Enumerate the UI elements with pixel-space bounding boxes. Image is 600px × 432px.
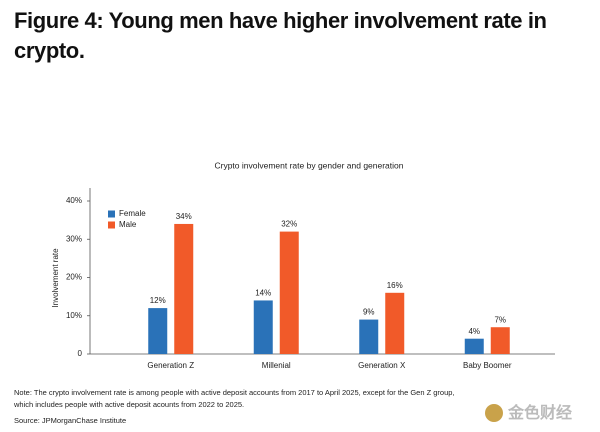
bar xyxy=(359,319,379,354)
x-tick-label: Millenial xyxy=(262,361,291,370)
bar xyxy=(174,223,194,354)
value-label: 14% xyxy=(255,289,271,298)
bar xyxy=(464,338,484,354)
y-tick-label: 10% xyxy=(66,311,82,320)
bar xyxy=(253,300,273,354)
watermark: 金色财经 xyxy=(507,403,572,422)
value-label: 32% xyxy=(281,220,297,229)
value-label: 12% xyxy=(150,296,166,305)
x-tick-label: Baby Boomer xyxy=(463,361,512,370)
y-axis-label: Involvement rate xyxy=(51,248,60,308)
y-tick-label: 30% xyxy=(66,234,82,243)
headline: Figure 4: Young men have higher involvem… xyxy=(14,8,547,63)
y-tick-label: 0 xyxy=(78,349,83,358)
legend-label: Male xyxy=(119,220,137,229)
x-tick-label: Generation Z xyxy=(147,361,194,370)
y-tick-label: 40% xyxy=(66,196,82,205)
y-tick-label: 20% xyxy=(66,273,82,282)
bar xyxy=(148,308,168,354)
source: Source: JPMorganChase Institute xyxy=(14,416,126,425)
chart-title: Crypto involvement rate by gender and ge… xyxy=(214,160,403,170)
bar xyxy=(385,292,405,354)
note: Note: The crypto involvement rate is amo… xyxy=(14,388,455,397)
value-label: 9% xyxy=(363,308,375,317)
x-tick-label: Generation X xyxy=(358,361,406,370)
note: which includes people with active deposi… xyxy=(13,400,244,409)
value-label: 16% xyxy=(387,281,403,290)
watermark-logo xyxy=(485,404,503,422)
legend-swatch xyxy=(108,210,115,218)
bar xyxy=(490,327,510,354)
bar xyxy=(279,231,299,354)
value-label: 4% xyxy=(468,327,480,336)
legend-swatch xyxy=(108,221,115,229)
value-label: 7% xyxy=(494,315,506,324)
value-label: 34% xyxy=(176,212,192,221)
legend-label: Female xyxy=(119,209,146,218)
